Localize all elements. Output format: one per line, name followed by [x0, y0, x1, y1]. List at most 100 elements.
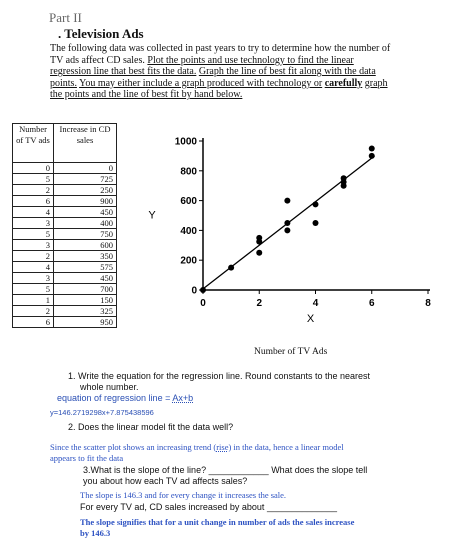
table-row: 3 450	[12, 272, 117, 284]
question-2: 2. Does the linear model fit the data we…	[68, 422, 233, 432]
answer-1-equation: y=146.2719298x+7.875438596	[50, 408, 154, 417]
y-tick-label: 400	[180, 226, 197, 237]
cell-sales: 150	[53, 294, 117, 306]
y-tick-label: 200	[180, 256, 197, 267]
question-4: For every TV ad, CD sales increased by a…	[80, 502, 337, 512]
cell-ads: 6	[12, 316, 54, 328]
col-header-sales: Increase in CD sales	[53, 123, 117, 163]
cell-ads: 4	[12, 261, 54, 273]
cell-sales: 725	[53, 173, 117, 185]
table-row: 6 950	[12, 316, 117, 328]
cell-ads: 1	[12, 294, 54, 306]
cell-sales: 600	[53, 239, 117, 251]
table-row: 1 150	[12, 294, 117, 306]
data-point	[284, 227, 291, 234]
col-header-ads: Number of TV ads	[12, 123, 54, 163]
x-tick-label: 0	[200, 298, 206, 309]
y-tick-label: 800	[180, 166, 197, 177]
cell-ads: 3	[12, 217, 54, 229]
q3-text-b: What does the slope tell	[271, 465, 368, 475]
x-tick-label: 6	[369, 298, 375, 309]
q2-text: Does the linear model fit the data well?	[78, 422, 234, 432]
data-point	[256, 234, 263, 241]
table-row: 3 600	[12, 239, 117, 251]
table-row: 5 700	[12, 283, 117, 295]
data-point	[256, 249, 263, 256]
q1-number: 1.	[68, 371, 76, 381]
q1-text-a: Write the equation for the regression li…	[78, 371, 371, 381]
answer-3: The slope is 146.3 and for every change …	[80, 490, 287, 500]
cell-sales: 900	[53, 195, 117, 207]
cell-ads: 5	[12, 173, 54, 185]
scatter-chart: 0 200 400 600 800 1000 0 2 4 6 8 X Y	[148, 137, 431, 326]
question-1: 1. Write the equation for the regression…	[68, 371, 370, 381]
q1-text-b: whole number.	[80, 382, 139, 392]
table-row: 4 450	[12, 206, 117, 218]
y-axis-label: Y	[148, 210, 156, 222]
cell-sales: 450	[53, 206, 117, 218]
table-row: 3 400	[12, 217, 117, 229]
q4-blank: ______________	[266, 502, 338, 512]
y-tick-label: 1000	[175, 137, 198, 148]
cell-sales: 325	[53, 305, 117, 317]
intro-instruction-2: Graph the line of best fit along with th…	[50, 66, 376, 89]
q3-blank: ____________	[208, 465, 269, 475]
q4-text: For every TV ad, CD sales increased by a…	[80, 502, 265, 512]
answer-4-line-2: by 146.3	[80, 528, 111, 538]
cell-sales: 250	[53, 184, 117, 196]
data-point	[284, 197, 291, 204]
data-point	[368, 152, 375, 159]
cell-ads: 0	[12, 162, 54, 174]
question-3: 3.What is the slope of the line? _______…	[83, 465, 367, 475]
answer-4-line-1: The slope signifies that for a unit chan…	[80, 517, 355, 527]
intro-instruction-3: You may either include a graph produced …	[79, 77, 323, 89]
data-point	[228, 264, 235, 271]
chart-caption: Number of TV Ads	[254, 347, 328, 357]
cell-ads: 4	[12, 206, 54, 218]
answer-1-label: equation of regression line = Ax+b	[57, 393, 193, 403]
table-row: 2 250	[12, 184, 117, 196]
table-row: 2 325	[12, 305, 117, 317]
cell-sales: 400	[53, 217, 117, 229]
q3-text-a: 3.What is the slope of the line?	[83, 465, 207, 475]
a2-rise: rise	[216, 442, 229, 452]
data-point	[368, 145, 375, 152]
intro-instruction-1: Plot the points and use technology to fi…	[50, 54, 354, 78]
cell-ads: 2	[12, 305, 54, 317]
x-tick-label: 4	[313, 298, 319, 309]
cell-ads: 5	[12, 228, 54, 240]
y-tick-label: 600	[180, 196, 197, 207]
cell-ads: 3	[12, 272, 54, 284]
a2-text-b: ) in the data, hence a linear model	[228, 442, 344, 452]
q2-number: 2.	[68, 422, 76, 432]
cell-ads: 5	[12, 283, 54, 295]
intro-emphasis: carefully	[324, 77, 363, 89]
answer-2-line-1: Since the scatter plot shows an increasi…	[50, 442, 344, 452]
part-label: Part II	[49, 10, 82, 25]
intro-text: The following data was collected in past…	[50, 43, 391, 66]
cell-sales: 350	[53, 250, 117, 262]
table-row: 5 750	[12, 228, 117, 240]
intro-instruction-4: graph the points and the line of best fi…	[50, 77, 388, 101]
cell-ads: 2	[12, 250, 54, 262]
cell-ads: 6	[12, 195, 54, 207]
cell-sales: 575	[53, 261, 117, 273]
table-row: 6 900	[12, 195, 117, 207]
cell-sales: 0	[53, 162, 117, 174]
a1-label: equation of regression line =	[57, 393, 171, 403]
x-tick-label: 8	[425, 298, 431, 309]
cell-ads: 3	[12, 239, 54, 251]
data-point	[284, 219, 291, 226]
table-row: 2 350	[12, 250, 117, 262]
answer-2-line-2: appears to fit the data	[50, 453, 124, 463]
data-point	[340, 175, 347, 182]
instructions-paragraph: The following data was collected in past…	[50, 43, 395, 101]
table-row: 4 575	[12, 261, 117, 273]
y-tick-label: 0	[191, 286, 197, 297]
section-heading: . Television Ads	[58, 26, 144, 41]
data-point	[312, 201, 319, 208]
x-tick-label: 2	[256, 298, 262, 309]
cell-sales: 950	[53, 316, 117, 328]
